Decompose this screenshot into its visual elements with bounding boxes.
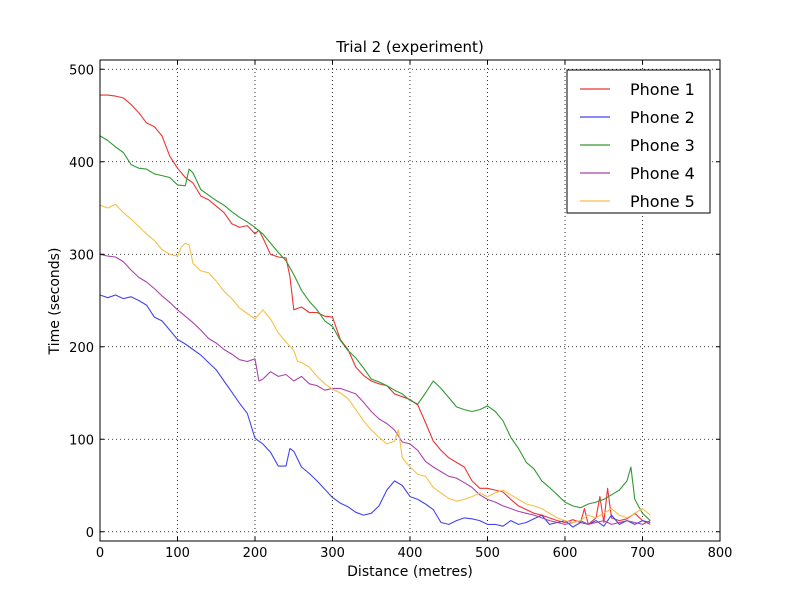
y-tick-label: 500 bbox=[69, 63, 94, 78]
series-line-phone-4 bbox=[99, 253, 651, 525]
y-axis-label: Time (seconds) bbox=[47, 248, 63, 356]
x-tick-label: 300 bbox=[320, 546, 345, 561]
x-tick-label: 0 bbox=[96, 546, 104, 561]
x-tick-label: 600 bbox=[553, 546, 578, 561]
series-line-phone-1 bbox=[100, 94, 651, 525]
y-tick-label: 300 bbox=[69, 248, 94, 263]
y-tick-label: 400 bbox=[69, 156, 94, 171]
legend-box bbox=[566, 69, 711, 214]
legend-label-phone-3: Phone 3 bbox=[630, 136, 695, 155]
legend: Phone 1 Phone 2 Phone 3 Phone 4 Phone 5 bbox=[566, 69, 711, 214]
series-line-phone-3 bbox=[99, 135, 651, 522]
x-axis-label: Distance (metres) bbox=[347, 564, 473, 580]
series-line-phone-5 bbox=[99, 203, 651, 524]
legend-label-phone-5: Phone 5 bbox=[630, 192, 695, 211]
y-tick-label: 100 bbox=[69, 433, 94, 448]
legend-label-phone-1: Phone 1 bbox=[630, 80, 695, 99]
series-lines bbox=[99, 94, 651, 528]
y-tick-label: 200 bbox=[69, 341, 94, 356]
legend-label-phone-2: Phone 2 bbox=[630, 108, 695, 127]
x-tick-label: 700 bbox=[630, 546, 655, 561]
x-tick-label: 200 bbox=[243, 546, 268, 561]
axis-ticks: 0 100 200 300 400 500 600 700 800 0 100 200 300 400 50… bbox=[69, 60, 732, 561]
legend-label-phone-4: Phone 4 bbox=[630, 164, 695, 183]
chart-title: Trial 2 (experiment) bbox=[335, 38, 484, 56]
x-tick-label: 800 bbox=[708, 546, 733, 561]
x-tick-label: 400 bbox=[398, 546, 423, 561]
x-tick-label: 500 bbox=[475, 546, 500, 561]
x-tick-label: 100 bbox=[165, 546, 190, 561]
y-tick-label: 0 bbox=[86, 526, 94, 541]
